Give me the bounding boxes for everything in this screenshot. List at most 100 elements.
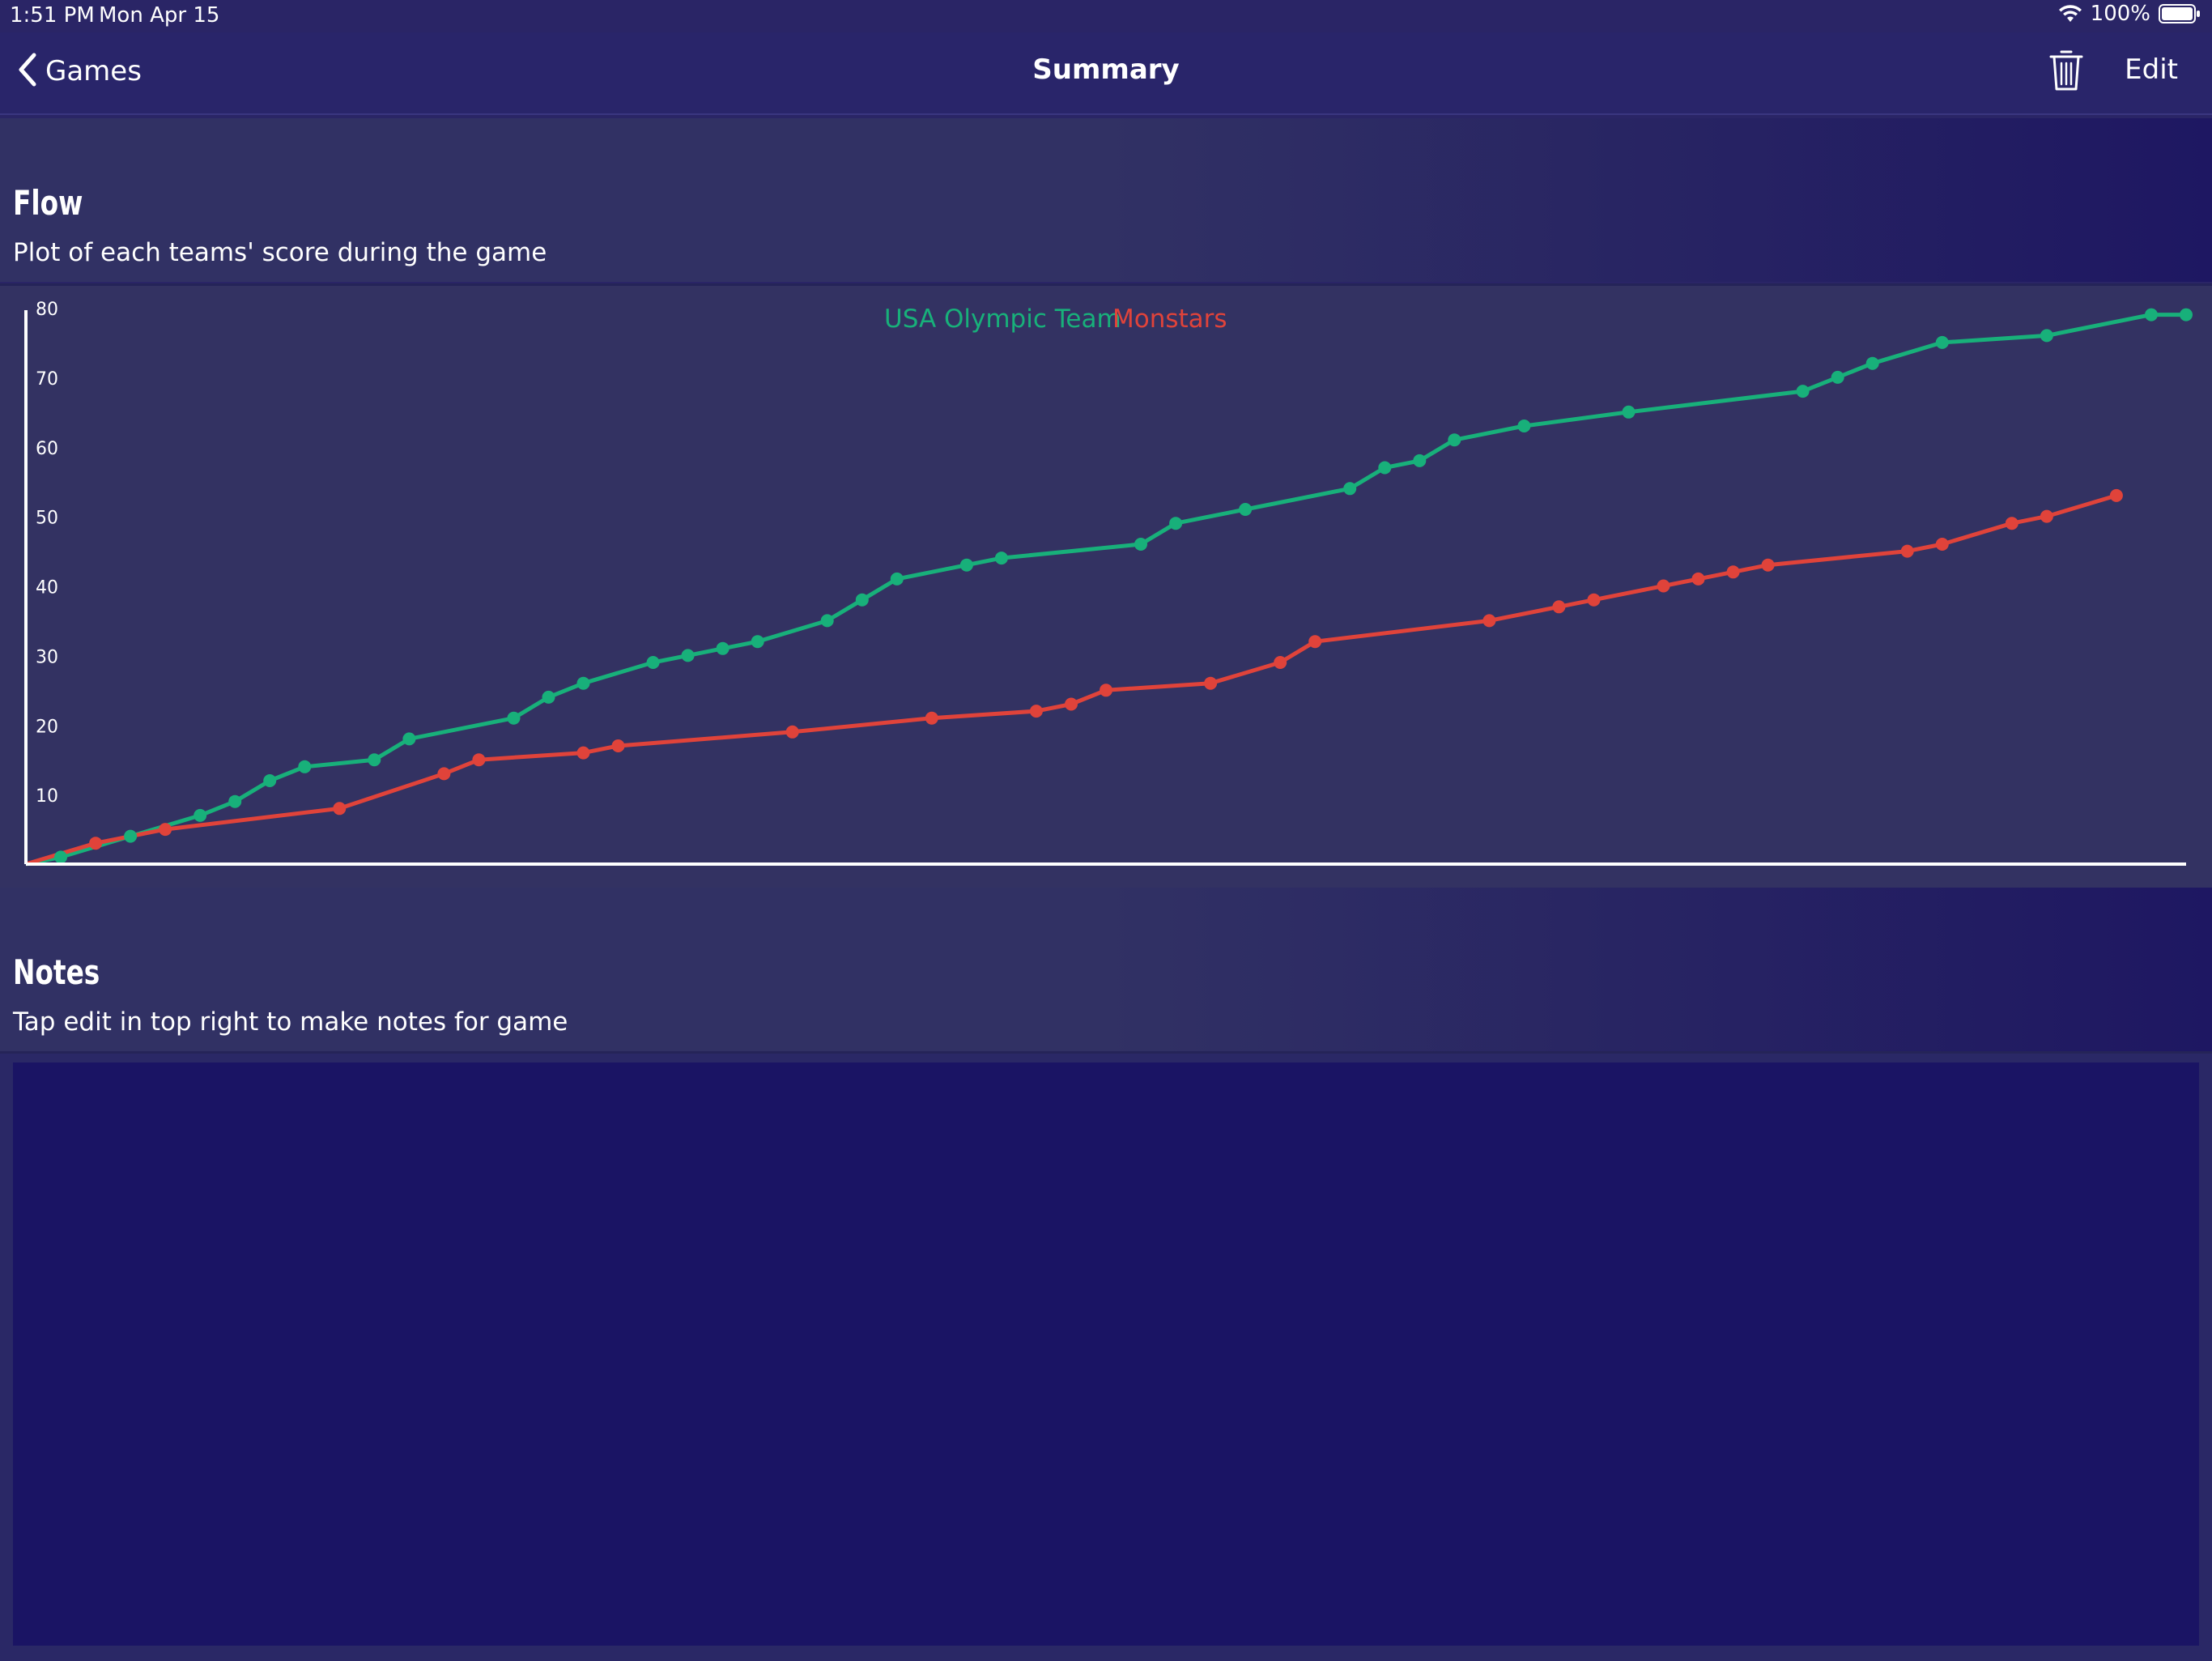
data-point (751, 635, 764, 649)
data-point (1274, 656, 1287, 669)
status-time: 1:51 PM (10, 3, 95, 28)
status-bar: 1:51 PM Mon Apr 15 100% (0, 0, 2212, 32)
data-point (1657, 579, 1670, 593)
data-point (959, 558, 973, 572)
page-title: Summary (1032, 53, 1180, 86)
data-point (1622, 405, 1636, 419)
data-point (1935, 538, 1949, 551)
data-point (1378, 461, 1392, 475)
data-point (402, 732, 416, 746)
data-point (1204, 676, 1218, 690)
data-point (1691, 572, 1705, 586)
status-date: Mon Apr 15 (99, 3, 220, 28)
y-tick-label: 40 (36, 578, 58, 598)
data-point (1448, 433, 1461, 447)
data-point (576, 676, 590, 690)
data-point (1239, 503, 1253, 516)
y-tick-label: 50 (36, 509, 58, 529)
trash-icon (2048, 50, 2084, 96)
data-point (2005, 517, 2018, 530)
data-point (2040, 509, 2053, 523)
chevron-left-icon (16, 52, 37, 91)
data-point (437, 767, 451, 781)
data-point (646, 656, 660, 669)
data-point (298, 760, 312, 773)
data-point (611, 739, 625, 752)
data-point (1587, 593, 1601, 607)
legend-entry: USA Olympic Team (884, 305, 1121, 334)
data-point (1552, 600, 1566, 614)
data-point (1413, 454, 1427, 467)
data-point (159, 823, 172, 837)
data-point (785, 725, 799, 739)
data-point (1517, 420, 1531, 432)
data-point (368, 753, 381, 767)
navigation-bar: Games Summary Edit (0, 32, 2212, 115)
flow-subtitle: Plot of each teams' score during the gam… (13, 238, 547, 267)
y-axis-ticks: 10 20 30 40 50 60 70 80 (36, 300, 58, 807)
data-point (2145, 308, 2158, 322)
battery-icon (2159, 4, 2201, 23)
series-line (25, 493, 2117, 867)
data-point (507, 711, 521, 725)
data-point (124, 829, 138, 843)
flow-section-header: Flow Plot of each teams' score during th… (0, 118, 2212, 282)
notes-text-area[interactable] (13, 1063, 2199, 1646)
data-point (716, 641, 730, 655)
series-line (25, 313, 2186, 867)
y-tick-label: 30 (36, 647, 58, 667)
data-point (890, 572, 904, 586)
data-point (1726, 565, 1740, 579)
flow-title: Flow (13, 183, 83, 223)
data-point (1865, 356, 1879, 370)
back-button[interactable]: Games (16, 52, 142, 91)
data-point (820, 614, 834, 628)
data-point (228, 794, 242, 808)
data-point (1935, 335, 1949, 349)
data-point (576, 746, 590, 760)
data-point (1029, 705, 1043, 718)
wifi-icon (2058, 4, 2082, 23)
notes-title: Notes (13, 952, 100, 992)
y-tick-label: 20 (36, 717, 58, 737)
back-button-label: Games (45, 55, 142, 87)
data-point (925, 711, 938, 725)
data-point (263, 774, 277, 787)
delete-button[interactable] (2048, 49, 2084, 96)
data-point (1796, 385, 1810, 398)
edit-button[interactable]: Edit (2125, 53, 2178, 86)
data-point (855, 593, 869, 607)
data-point (1761, 558, 1775, 572)
data-point (54, 850, 67, 864)
y-tick-label: 60 (36, 439, 58, 459)
data-point (1482, 614, 1496, 628)
y-tick-label: 10 (36, 786, 58, 807)
data-point (2040, 329, 2053, 343)
data-point (194, 808, 207, 822)
data-point (1100, 684, 1112, 697)
data-point (1169, 517, 1183, 530)
data-point (333, 802, 347, 816)
data-point (89, 837, 103, 850)
y-tick-label: 70 (36, 369, 58, 390)
data-point (1343, 482, 1357, 496)
data-point (1900, 544, 1914, 558)
y-tick-label: 80 (36, 300, 58, 320)
flow-chart-panel: USA Olympic Team Monstars 10 20 30 40 50 60 70 8… (0, 283, 2212, 890)
data-point (1831, 370, 1844, 384)
data-point (2180, 308, 2193, 322)
data-point (1065, 697, 1078, 711)
data-point (1134, 538, 1147, 551)
data-point (2109, 488, 2123, 502)
data-point (472, 753, 486, 767)
chart-series (25, 313, 2186, 867)
data-point (681, 649, 695, 662)
data-point (994, 552, 1008, 565)
notes-subtitle: Tap edit in top right to make notes for … (13, 1007, 568, 1037)
battery-percent: 100% (2090, 2, 2150, 26)
chart-points (54, 308, 2193, 864)
data-point (1308, 635, 1322, 649)
legend-entry: Monstars (1112, 305, 1227, 334)
